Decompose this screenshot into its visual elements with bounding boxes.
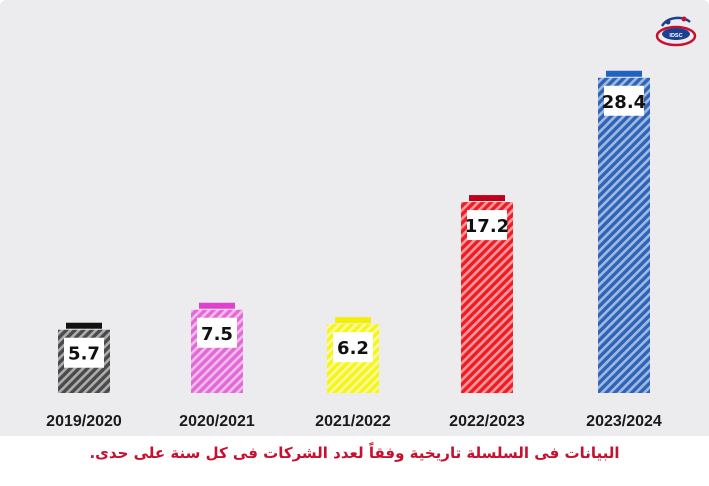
value-label: 5.7 <box>68 344 100 365</box>
x-tick-label: 2021/2022 <box>315 413 391 430</box>
value-labels-layer: 5.7 7.5 6.2 17.2 28.4 <box>64 85 646 368</box>
bar-cap <box>199 302 235 309</box>
value-label-box <box>604 85 644 116</box>
bar-cap <box>335 317 371 324</box>
footnote-text: البيانات فى السلسلة تاريخية وفقاً لعدد ا… <box>89 444 620 462</box>
value-label: 6.2 <box>337 338 369 359</box>
x-tick-label: 2019/2020 <box>46 413 122 430</box>
value-label-box <box>333 332 373 363</box>
bar-cap <box>66 322 102 329</box>
logo-text: IDSC <box>669 33 682 39</box>
value-label: 7.5 <box>201 324 233 345</box>
value-label-box <box>197 317 237 348</box>
bar-chart: 5.7 7.5 6.2 17.2 28.4 2019/2020 2020/2021 2021… <box>46 70 662 430</box>
bar-cap <box>469 195 505 202</box>
value-label: 28.4 <box>602 92 646 113</box>
value-label: 17.2 <box>465 216 509 237</box>
x-tick-label: 2023/2024 <box>586 413 662 430</box>
value-label-box <box>64 337 104 368</box>
bar <box>598 77 650 393</box>
value-label-box <box>467 210 507 241</box>
x-tick-label: 2020/2021 <box>179 413 255 430</box>
bar-cap <box>606 70 642 77</box>
organization-logo-icon: IDSC <box>655 16 697 47</box>
x-tick-label: 2022/2023 <box>449 413 525 430</box>
x-axis-tick-labels: 2019/2020 2020/2021 2021/2022 2022/2023 2023… <box>46 413 662 430</box>
